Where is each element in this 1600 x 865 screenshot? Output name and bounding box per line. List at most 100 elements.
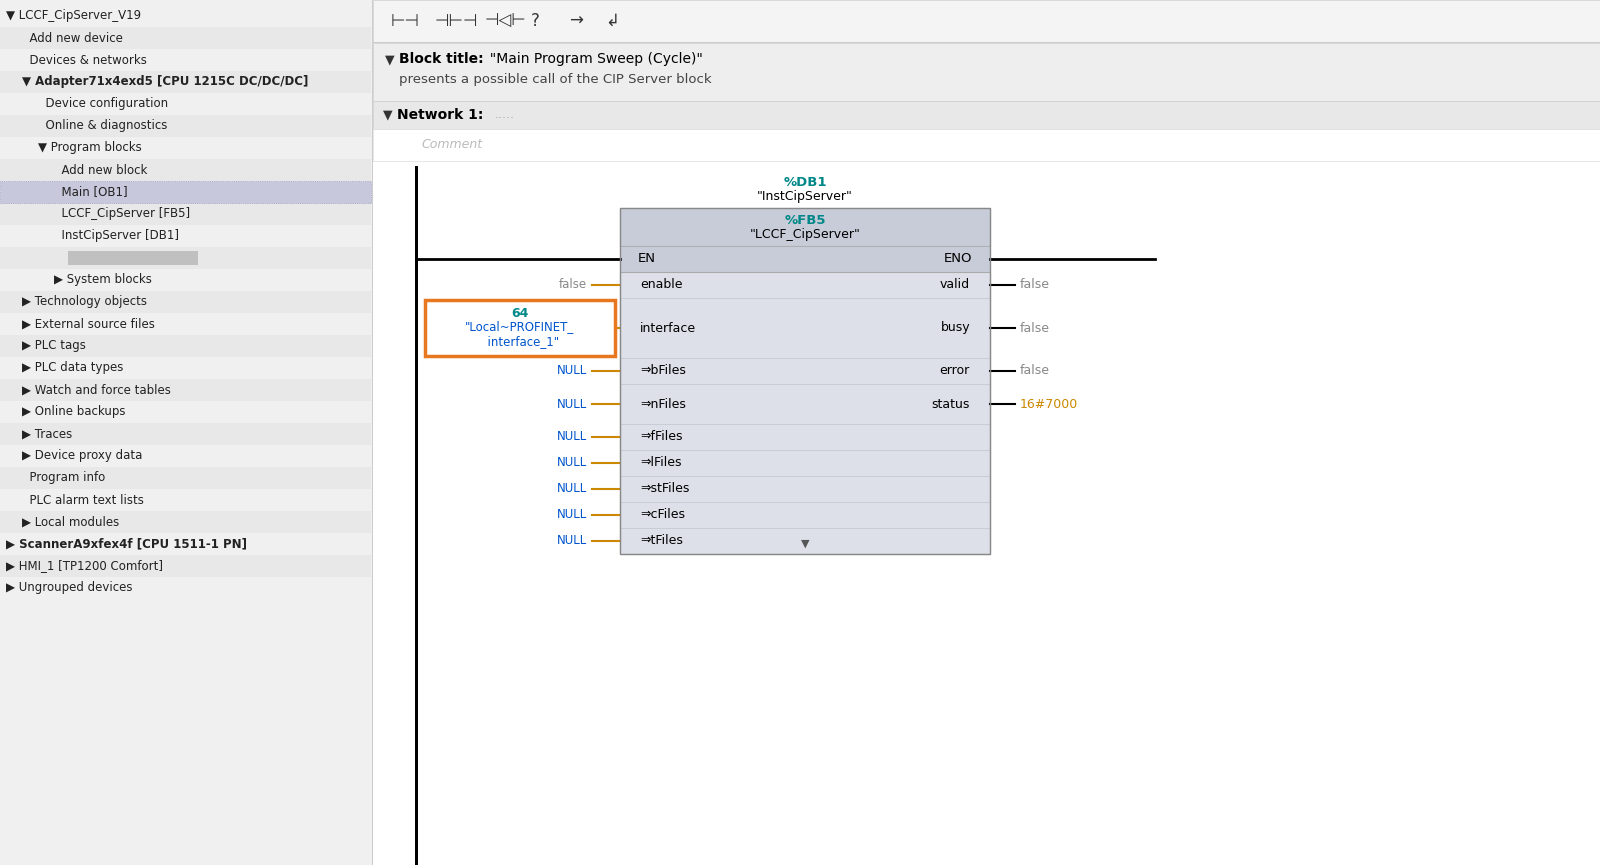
Text: %FB5: %FB5 [784, 214, 826, 227]
Text: ⇒tFiles: ⇒tFiles [640, 535, 683, 548]
Bar [0, 181, 371, 203]
Text: "InstCipServer": "InstCipServer" [757, 190, 853, 203]
Text: ▶ Device proxy data: ▶ Device proxy data [22, 450, 142, 463]
Text: InstCipServer [DB1]: InstCipServer [DB1] [54, 229, 179, 242]
Text: busy: busy [941, 322, 970, 335]
Text: Devices & networks: Devices & networks [22, 54, 147, 67]
Text: ▶ External source files: ▶ External source files [22, 317, 155, 330]
Text: NULL: NULL [557, 535, 587, 548]
Bar [0, 49, 371, 71]
Text: ▶ Technology objects: ▶ Technology objects [22, 296, 147, 309]
Text: →: → [570, 12, 582, 30]
Bar [0, 115, 371, 137]
Bar [0, 555, 371, 577]
Bar [373, 43, 1600, 101]
Text: NULL: NULL [557, 398, 587, 411]
Bar [0, 269, 371, 291]
Text: ⇒bFiles: ⇒bFiles [640, 364, 686, 377]
Bar [0, 247, 371, 269]
Text: Program info: Program info [22, 471, 106, 484]
Text: EN: EN [638, 253, 656, 266]
Bar [0, 159, 371, 181]
Bar [373, 129, 1600, 161]
Bar [373, 101, 1600, 129]
Text: false: false [1021, 279, 1050, 292]
Bar [0, 533, 371, 555]
Bar [621, 272, 990, 554]
Text: 16#7000: 16#7000 [1021, 398, 1078, 411]
Bar [67, 251, 198, 265]
Text: ⇒fFiles: ⇒fFiles [640, 431, 683, 444]
Text: ⇒nFiles: ⇒nFiles [640, 398, 686, 411]
Text: ⊣⊢⊣: ⊣⊢⊣ [435, 12, 478, 30]
Bar [621, 246, 990, 272]
Bar [414, 166, 418, 865]
Text: presents a possible call of the CIP Server block: presents a possible call of the CIP Serv… [398, 73, 712, 86]
Bar [0, 467, 371, 489]
Text: ?: ? [531, 12, 539, 30]
Text: ⇒lFiles: ⇒lFiles [640, 457, 682, 470]
Text: error: error [939, 364, 970, 377]
Text: ENO: ENO [944, 253, 973, 266]
Bar [0, 335, 371, 357]
Text: false: false [558, 279, 587, 292]
Text: ⇒cFiles: ⇒cFiles [640, 509, 685, 522]
Bar [0, 445, 371, 467]
Text: ▼: ▼ [386, 53, 395, 66]
Text: ▼ Adapter71x4exd5 [CPU 1215C DC/DC/DC]: ▼ Adapter71x4exd5 [CPU 1215C DC/DC/DC] [22, 75, 309, 88]
Bar [0, 5, 371, 27]
Text: interface: interface [640, 322, 696, 335]
Text: ▶ PLC data types: ▶ PLC data types [22, 362, 123, 375]
Text: ▶ Online backups: ▶ Online backups [22, 406, 125, 419]
Text: Main [OB1]: Main [OB1] [54, 185, 128, 198]
Text: NULL: NULL [557, 364, 587, 377]
Text: ⊢⊣: ⊢⊣ [390, 12, 419, 30]
Text: "Local~PROFINET_: "Local~PROFINET_ [466, 320, 574, 333]
Bar [0, 511, 371, 533]
Bar [0, 489, 371, 511]
Bar [0, 225, 371, 247]
Text: ▶ Local modules: ▶ Local modules [22, 516, 120, 529]
Text: Add new device: Add new device [22, 31, 123, 44]
Text: ▶ HMI_1 [TP1200 Comfort]: ▶ HMI_1 [TP1200 Comfort] [6, 560, 163, 573]
Bar [0, 357, 371, 379]
Bar [0, 71, 371, 93]
Bar [373, 0, 1600, 42]
Text: Block title:: Block title: [398, 52, 483, 66]
Text: false: false [1021, 364, 1050, 377]
Bar [0, 0, 371, 865]
Text: "Main Program Sweep (Cycle)": "Main Program Sweep (Cycle)" [482, 52, 702, 66]
Bar [373, 42, 1600, 43]
Text: ▶ Traces: ▶ Traces [22, 427, 72, 440]
Bar [0, 401, 371, 423]
Text: Comment: Comment [421, 138, 482, 151]
Text: enable: enable [640, 279, 683, 292]
Text: ⊣◁⊢: ⊣◁⊢ [485, 12, 526, 30]
Text: NULL: NULL [557, 457, 587, 470]
Bar [426, 300, 614, 356]
Text: Add new block: Add new block [54, 163, 147, 176]
Bar [0, 423, 371, 445]
Text: "LCCF_CipServer": "LCCF_CipServer" [749, 228, 861, 241]
Text: ▶ Watch and force tables: ▶ Watch and force tables [22, 383, 171, 396]
Text: LCCF_CipServer [FB5]: LCCF_CipServer [FB5] [54, 208, 190, 221]
Text: NULL: NULL [557, 431, 587, 444]
Text: false: false [1021, 322, 1050, 335]
Bar [621, 208, 990, 554]
Text: ↲: ↲ [605, 12, 619, 30]
Bar [621, 208, 990, 246]
Text: status: status [931, 398, 970, 411]
Text: PLC alarm text lists: PLC alarm text lists [22, 494, 144, 507]
Bar [0, 313, 371, 335]
Text: interface_1": interface_1" [480, 335, 560, 348]
Text: Device configuration: Device configuration [38, 98, 168, 111]
Bar [373, 0, 1600, 865]
Bar [0, 93, 371, 115]
Bar [0, 577, 371, 599]
Text: Network 1:: Network 1: [397, 108, 483, 122]
Text: .....: ..... [494, 108, 515, 121]
Text: ▶ System blocks: ▶ System blocks [54, 273, 152, 286]
Bar [0, 137, 371, 159]
Text: ▶ PLC tags: ▶ PLC tags [22, 339, 86, 353]
Bar [0, 203, 371, 225]
